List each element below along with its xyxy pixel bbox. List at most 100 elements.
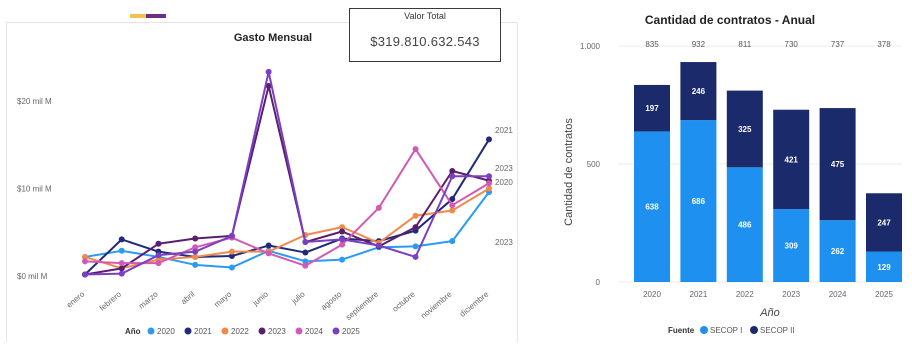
monthly-spend-panel: Gasto Mensual $0 mil M $10 mil M $20 mil M…	[6, 8, 518, 342]
data-point	[449, 173, 456, 180]
bar-value-label: 325	[738, 125, 752, 134]
x-tick-label: mayo	[212, 289, 233, 309]
x-tick-label: julio	[289, 289, 307, 306]
bar-total-label: 737	[831, 40, 845, 49]
x-tick-label: octubre	[391, 289, 418, 313]
x-tick-label: enero	[65, 289, 87, 309]
legend-label: 2025	[342, 327, 360, 336]
series-line-2024	[84, 148, 490, 267]
data-point	[412, 243, 419, 250]
legend-marker	[750, 326, 758, 334]
data-point	[486, 185, 492, 192]
y-tick-label: 500	[587, 160, 601, 169]
bar-total-label: 811	[738, 40, 751, 49]
data-point	[486, 180, 492, 187]
series-end-label: 2023	[495, 238, 513, 247]
data-point	[118, 270, 125, 277]
data-point	[228, 253, 235, 260]
data-point	[375, 204, 382, 211]
legend-label: 2024	[305, 327, 323, 336]
data-point	[449, 207, 456, 214]
bar-segment-secop-ii	[634, 84, 670, 132]
legend-label: 2023	[268, 327, 286, 336]
total-value-card: Valor Total $319.810.632.543	[349, 8, 501, 62]
bar-segment-secop-i	[634, 131, 670, 282]
bar-total-label: 932	[692, 40, 706, 49]
y-axis-title: Cantidad de contratos	[563, 118, 575, 226]
data-point	[118, 265, 125, 272]
data-point	[155, 252, 162, 259]
data-point	[412, 212, 419, 219]
data-point	[155, 260, 162, 267]
x-tick-label: 2020	[643, 290, 661, 299]
x-tick-label: diciembre	[458, 289, 491, 319]
bar-total-label: 835	[645, 40, 659, 49]
data-point	[265, 242, 272, 249]
bar-segment-secop-ii	[773, 109, 810, 210]
bar-segment-secop-ii	[819, 108, 856, 221]
x-tick-label: noviembre	[419, 289, 454, 320]
y-tick-label: $20 mil M	[17, 97, 52, 106]
bar-value-label: 638	[645, 203, 659, 212]
total-label: Valor Total	[404, 11, 446, 21]
annual-contracts-chart: Cantidad de contratos - Anual Cantidad d…	[563, 13, 902, 335]
legend-label: SECOP II	[760, 326, 795, 335]
bar-segment-secop-ii	[866, 193, 902, 252]
x-tick-label: septiembre	[344, 289, 381, 322]
data-point	[412, 146, 419, 153]
series-line-2025	[84, 70, 489, 276]
bar-value-label: 486	[738, 221, 752, 230]
legend-marker	[700, 326, 708, 334]
legend-marker	[295, 327, 303, 335]
x-tick-label: 2022	[736, 290, 754, 299]
data-point	[486, 136, 492, 143]
data-point	[302, 239, 309, 246]
y-tick-label: $0 mil M	[17, 272, 48, 281]
data-point	[339, 241, 346, 248]
data-point	[228, 264, 235, 271]
series-line-2022	[84, 187, 490, 270]
data-point	[155, 240, 162, 247]
y-tick-label: 1.000	[580, 42, 601, 51]
x-tick-label: abril	[179, 289, 197, 306]
data-point	[412, 253, 419, 260]
legend-marker	[147, 327, 155, 335]
bar-value-label: 247	[877, 218, 891, 227]
data-point	[339, 224, 346, 231]
legend-title: Año	[125, 327, 141, 336]
bar-segment-secop-i	[866, 251, 902, 282]
legend-label: 2022	[231, 327, 249, 336]
series-end-label: 2020	[495, 178, 513, 187]
bar-value-label: 309	[785, 242, 799, 251]
data-point	[449, 202, 456, 209]
data-point	[192, 253, 199, 260]
color-swatch	[130, 14, 166, 18]
chart-title: Cantidad de contratos - Anual	[645, 13, 815, 27]
data-point	[302, 258, 309, 265]
legend-title: Fuente	[668, 326, 695, 335]
bar-segment-secop-i	[773, 209, 810, 282]
monthly-spend-card: Gasto Mensual $0 mil M $10 mil M $20 mil M…	[6, 22, 518, 342]
data-point	[375, 242, 382, 249]
data-point	[192, 261, 199, 268]
data-point	[192, 244, 199, 251]
legend-label: 2021	[194, 327, 212, 336]
annual-contracts-panel: Cantidad de contratos - Anual Cantidad d…	[540, 0, 912, 341]
data-point	[265, 250, 272, 257]
bar-value-label: 197	[645, 104, 659, 113]
x-tick-label: 2025	[875, 290, 893, 299]
bar-segment-secop-ii	[680, 62, 717, 121]
series-end-label: 2023	[495, 164, 513, 173]
data-point	[265, 68, 272, 75]
data-point	[339, 236, 346, 243]
bar-value-label: 475	[831, 160, 845, 169]
bar-total-label: 378	[877, 40, 891, 49]
y-tick-label: $10 mil M	[17, 185, 52, 194]
data-point	[339, 256, 346, 263]
x-tick-label: junio	[250, 289, 270, 308]
data-point	[339, 228, 346, 235]
chart-title: Gasto Mensual	[234, 32, 312, 44]
data-point	[302, 262, 309, 269]
data-point	[302, 249, 309, 256]
bar-segment-secop-i	[726, 167, 763, 282]
